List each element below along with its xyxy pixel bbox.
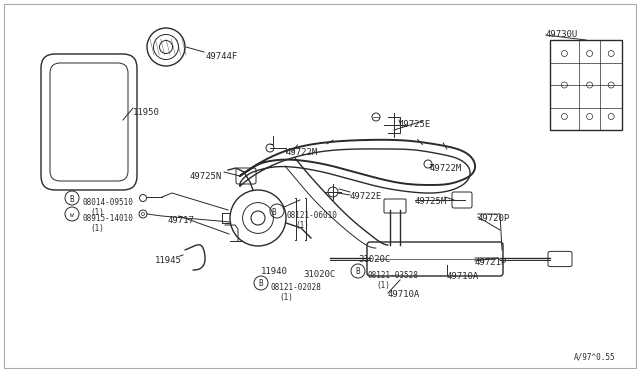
- Text: (1): (1): [90, 224, 104, 233]
- Text: B: B: [272, 208, 276, 217]
- Text: (1): (1): [376, 281, 390, 290]
- Text: 08121-03528: 08121-03528: [368, 271, 419, 280]
- Text: 49725N: 49725N: [189, 172, 221, 181]
- Text: 31020C: 31020C: [358, 255, 390, 264]
- Text: 49710A: 49710A: [388, 290, 420, 299]
- Text: A/97^0.55: A/97^0.55: [574, 353, 616, 362]
- Text: B: B: [70, 195, 74, 203]
- Text: W: W: [70, 212, 74, 218]
- Text: 08121-06010: 08121-06010: [287, 211, 338, 220]
- Text: 49722E: 49722E: [350, 192, 382, 201]
- Text: (1): (1): [295, 221, 309, 230]
- Text: B: B: [356, 267, 360, 276]
- Text: 11945: 11945: [155, 256, 182, 265]
- Text: 49744F: 49744F: [206, 52, 238, 61]
- Text: 31020C: 31020C: [303, 270, 335, 279]
- Text: (1): (1): [90, 208, 104, 217]
- Text: (1): (1): [279, 293, 293, 302]
- Text: B: B: [259, 279, 263, 289]
- Text: 49720P: 49720P: [478, 214, 510, 223]
- Text: 49717: 49717: [167, 216, 194, 225]
- Text: 11950: 11950: [133, 108, 160, 117]
- Text: 08121-02028: 08121-02028: [271, 283, 322, 292]
- Text: 49722M: 49722M: [430, 164, 462, 173]
- Text: 49730U: 49730U: [546, 30, 579, 39]
- Text: 11940: 11940: [261, 267, 288, 276]
- Text: 49721P: 49721P: [475, 258, 508, 267]
- Text: 49725E: 49725E: [399, 120, 431, 129]
- Text: 49725M: 49725M: [415, 197, 447, 206]
- Text: 08014-09510: 08014-09510: [82, 198, 133, 207]
- Text: 08915-14010: 08915-14010: [82, 214, 133, 223]
- Text: 49722M: 49722M: [286, 148, 318, 157]
- Text: 49710A: 49710A: [447, 272, 479, 281]
